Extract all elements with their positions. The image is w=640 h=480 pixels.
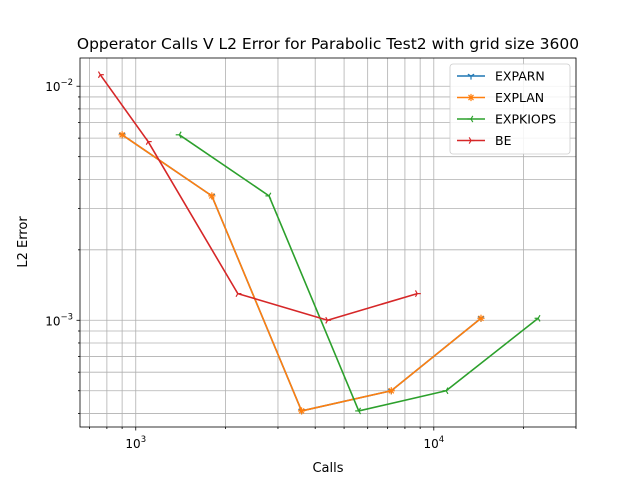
legend-label: EXPARN	[495, 69, 545, 84]
data-point	[477, 314, 485, 322]
series-layer	[97, 71, 541, 415]
legend-label: BE	[495, 133, 512, 148]
data-point	[265, 192, 272, 200]
data-point	[442, 387, 449, 395]
y-axis-label: L2 Error	[16, 216, 31, 268]
legend-label: EXPKIOPS	[495, 112, 556, 127]
data-point	[145, 138, 152, 146]
y-tick-label: 10−3	[45, 312, 73, 328]
legend-entry-exparn: EXPARN	[457, 69, 545, 84]
data-point	[414, 290, 421, 298]
legend-marker	[467, 115, 474, 123]
data-point	[97, 71, 104, 79]
data-point	[355, 407, 362, 415]
series-be	[97, 71, 421, 324]
legend-box	[449, 63, 571, 155]
data-point	[534, 314, 541, 322]
data-point	[387, 387, 395, 395]
legend-label: EXPLAN	[495, 90, 544, 105]
legend-entry-be: BE	[457, 133, 512, 148]
data-point	[118, 131, 126, 139]
legend-entry-explan: EXPLAN	[457, 90, 544, 105]
x-tick-label: 104	[423, 435, 444, 451]
data-point	[297, 407, 306, 415]
data-point	[325, 316, 332, 324]
tick-labels: 103 104 10−3 10−2	[45, 78, 444, 451]
x-tick-label: 103	[125, 435, 146, 451]
legend-marker	[467, 93, 475, 102]
series-expkiops	[175, 131, 541, 415]
series-explan	[118, 131, 485, 415]
data-point	[175, 131, 182, 139]
legend-marker	[468, 137, 475, 144]
y-tick-label: 10−2	[45, 78, 73, 94]
data-point	[235, 290, 242, 298]
chart-title: Opperator Calls V L2 Error for Parabolic…	[77, 35, 579, 53]
data-point	[208, 192, 216, 200]
legend: EXPARN EXPLAN EXPKIOPS BE	[449, 63, 571, 155]
legend-marker	[467, 73, 475, 80]
x-axis-label: Calls	[312, 461, 343, 476]
ticks	[76, 85, 577, 431]
plot-frame	[79, 57, 577, 428]
legend-entry-expkiops: EXPKIOPS	[457, 112, 556, 127]
